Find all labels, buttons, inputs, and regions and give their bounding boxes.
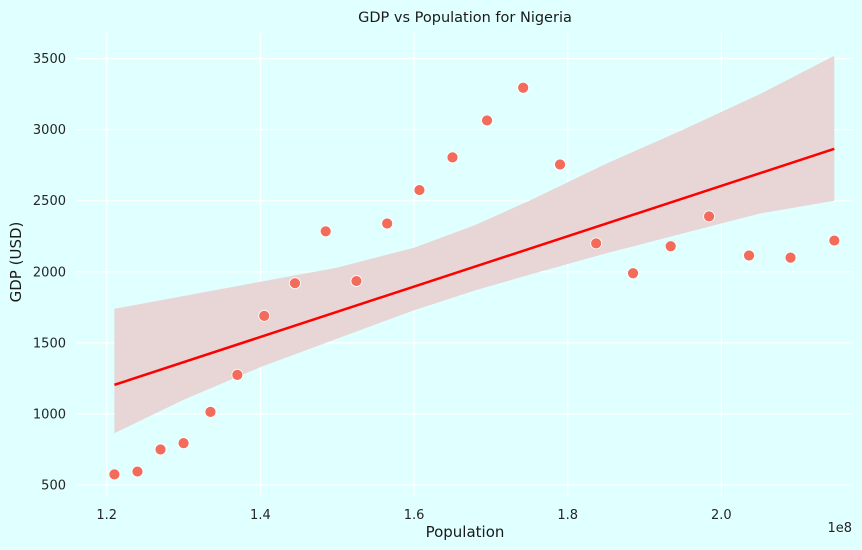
data-point	[784, 251, 797, 264]
confidence-band-area	[114, 55, 835, 434]
data-point	[177, 437, 190, 450]
data-point	[446, 151, 459, 164]
data-point	[703, 210, 715, 223]
y-tick-label: 1500	[33, 336, 66, 351]
x-offset-label: 1e8	[827, 521, 852, 536]
data-point	[664, 240, 677, 253]
data-point	[350, 275, 363, 287]
x-tick-label: 2.0	[711, 508, 732, 523]
data-point	[289, 277, 301, 290]
y-tick-label: 2500	[33, 194, 66, 209]
data-point	[154, 443, 167, 456]
data-point	[627, 267, 639, 280]
y-tick-label: 2000	[33, 265, 66, 280]
y-tick-label: 3000	[33, 123, 66, 138]
data-point	[413, 184, 426, 196]
data-point	[204, 405, 217, 418]
data-point	[554, 158, 566, 171]
data-point	[108, 468, 121, 481]
data-point	[381, 217, 394, 230]
data-point	[231, 368, 244, 381]
y-tick-labels: 500 1000 1500 2000 2500 3000 3500	[33, 52, 66, 493]
x-tick-label: 1.6	[404, 508, 425, 523]
data-point	[590, 237, 603, 250]
data-point	[517, 81, 530, 94]
regression-line-path	[114, 147, 835, 387]
y-tick-label: 500	[41, 479, 66, 494]
x-tick-label: 1.8	[557, 508, 578, 523]
confidence-band	[114, 55, 835, 434]
x-tick-label: 1.4	[250, 508, 271, 523]
y-tick-label: 1000	[33, 407, 66, 422]
data-point	[319, 225, 332, 238]
y-tick-label: 3500	[33, 52, 66, 67]
data-point	[481, 114, 493, 127]
chart-title: GDP vs Population for Nigeria	[358, 10, 572, 26]
data-point	[828, 234, 841, 247]
y-axis-label: GDP (USD)	[7, 222, 25, 303]
x-axis-label: Population	[426, 523, 505, 541]
x-tick-label: 1.2	[96, 508, 117, 523]
scatter-points	[108, 81, 841, 481]
data-point	[131, 465, 144, 478]
data-point	[258, 309, 271, 322]
data-point	[743, 249, 755, 262]
regression-line	[114, 147, 835, 387]
x-tick-labels: 1.2 1.4 1.6 1.8 2.0	[96, 508, 731, 523]
